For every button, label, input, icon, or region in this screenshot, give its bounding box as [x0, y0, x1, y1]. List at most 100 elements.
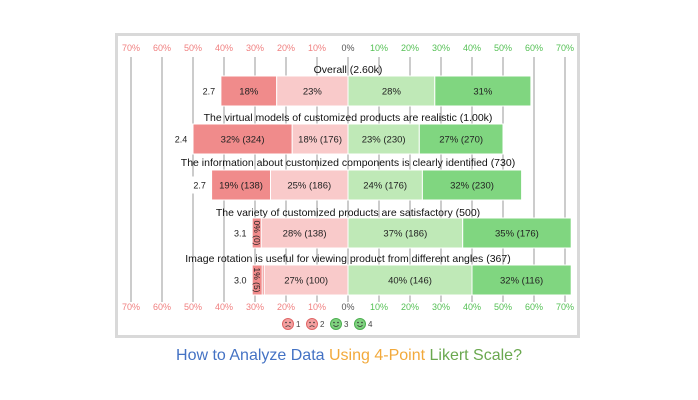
x-tick-label-bottom: 30%: [246, 302, 264, 312]
x-tick-label-bottom: 40%: [215, 302, 233, 312]
x-tick-label-top: 50%: [494, 43, 512, 53]
face-eye: [333, 321, 335, 324]
x-tick-label-top: 0%: [341, 43, 354, 53]
data-label: 28% (138): [283, 229, 327, 240]
face-eye: [357, 321, 359, 324]
bar-segment: [347, 264, 473, 296]
bar-segment: [220, 75, 278, 107]
data-label: 28%: [382, 87, 402, 98]
face-mouth: [333, 324, 339, 327]
face-eye: [285, 321, 287, 324]
x-tick-label-bottom: 10%: [308, 302, 326, 312]
data-label: 25% (186): [287, 181, 331, 192]
data-label: 35% (176): [495, 229, 539, 240]
data-label: 18%: [239, 87, 259, 98]
x-tick-label-top: 60%: [153, 43, 171, 53]
row-title: The virtual models of customized product…: [204, 112, 493, 124]
mean-score-box: [230, 224, 250, 242]
data-label: 23% (230): [362, 135, 406, 146]
face-eye: [289, 321, 291, 324]
mean-score: 3.0: [234, 276, 247, 286]
likert-chart: 80%80%70%70%60%60%50%50%40%40%30%30%20%2…: [122, 43, 574, 330]
legend-label: 2: [320, 320, 325, 329]
bar-segment: [418, 123, 504, 155]
bar-segment-small: [251, 264, 263, 296]
x-tick-label-bottom: 20%: [401, 302, 419, 312]
very-sad-face-icon: [282, 318, 294, 330]
x-tick-label-bottom: 20%: [277, 302, 295, 312]
row-title: The information about customized compone…: [181, 157, 515, 169]
row-title: Image rotation is useful for viewing pro…: [185, 253, 510, 265]
legend-label: 1: [296, 320, 301, 329]
bar-segment: [291, 123, 349, 155]
mean-score: 2.4: [175, 135, 188, 145]
data-label: 27% (100): [284, 276, 328, 287]
x-tick-label-bottom: 50%: [184, 302, 202, 312]
data-label: 32% (116): [500, 276, 543, 287]
x-tick-label-bottom: 70%: [122, 302, 140, 312]
x-tick-label-bottom: 40%: [463, 302, 481, 312]
x-tick-label-top: 40%: [463, 43, 481, 53]
legend-label: 3: [344, 320, 349, 329]
x-tick-label-top: 10%: [308, 43, 326, 53]
caption-part-1: How to Analyze Data: [176, 347, 329, 364]
caption-part-2: Using 4-Point: [328, 347, 430, 364]
face-mouth: [357, 324, 363, 327]
page-caption: How to Analyze Data Using 4-Point Likert…: [0, 347, 698, 365]
x-tick-label-bottom: 0%: [341, 302, 354, 312]
data-label: 40% (146): [388, 276, 432, 287]
x-tick-label-top: 50%: [184, 43, 202, 53]
mean-score-box: [199, 82, 219, 100]
chart-frame: 80%80%70%70%60%60%50%50%40%40%30%30%20%2…: [115, 33, 580, 338]
bar-segment: [211, 169, 271, 201]
x-tick-label-bottom: 50%: [494, 302, 512, 312]
data-label: 23%: [303, 87, 323, 98]
data-label: 27% (270): [439, 135, 483, 146]
face-eye: [361, 321, 363, 324]
caption-part-3: Likert Scale?: [429, 347, 522, 364]
x-tick-label-bottom: 10%: [370, 302, 388, 312]
x-tick-label-top: 20%: [401, 43, 419, 53]
sad-face-icon: [306, 318, 318, 330]
bar-segment: [462, 217, 572, 249]
mean-score: 2.7: [193, 181, 206, 191]
mean-score-box: [230, 271, 250, 289]
x-tick-label-top: 60%: [525, 43, 543, 53]
face-mouth: [309, 325, 315, 328]
x-tick-label-top: 20%: [277, 43, 295, 53]
data-label-rotated: 0% (0): [252, 220, 262, 245]
x-tick-label-top: 30%: [432, 43, 450, 53]
bar-segment: [347, 75, 436, 107]
row-title: Overall (2.60k): [314, 64, 383, 76]
x-tick-label-top: 70%: [122, 43, 140, 53]
face-eye: [309, 321, 311, 324]
bar-segment: [347, 169, 423, 201]
bar-segment: [434, 75, 532, 107]
x-tick-label-top: 40%: [215, 43, 233, 53]
bar-segment: [260, 217, 349, 249]
face-eye: [337, 321, 339, 324]
data-label: 18% (176): [298, 135, 342, 146]
mean-score: 2.7: [203, 87, 216, 97]
data-label: 24% (176): [363, 181, 407, 192]
face-mouth: [285, 325, 291, 328]
x-tick-label-bottom: 60%: [525, 302, 543, 312]
data-label: 19% (138): [219, 181, 263, 192]
x-tick-label-top: 30%: [246, 43, 264, 53]
x-tick-label-top: 10%: [370, 43, 388, 53]
x-tick-label-bottom: 30%: [432, 302, 450, 312]
x-tick-label-bottom: 60%: [153, 302, 171, 312]
data-label: 31%: [473, 87, 493, 98]
bar-segment: [263, 264, 349, 296]
data-label-rotated: 1% (5): [252, 267, 262, 292]
mean-score: 3.1: [234, 229, 247, 239]
mean-score-box: [190, 176, 210, 194]
legend-label: 4: [368, 320, 373, 329]
bar-segment: [471, 264, 572, 296]
data-label: 32% (230): [450, 181, 494, 192]
face-eye: [313, 321, 315, 324]
x-tick-label-top: 70%: [556, 43, 574, 53]
row-title: The variety of customized products are s…: [216, 207, 480, 219]
bar-segment: [421, 169, 523, 201]
data-label: 32% (324): [221, 135, 265, 146]
